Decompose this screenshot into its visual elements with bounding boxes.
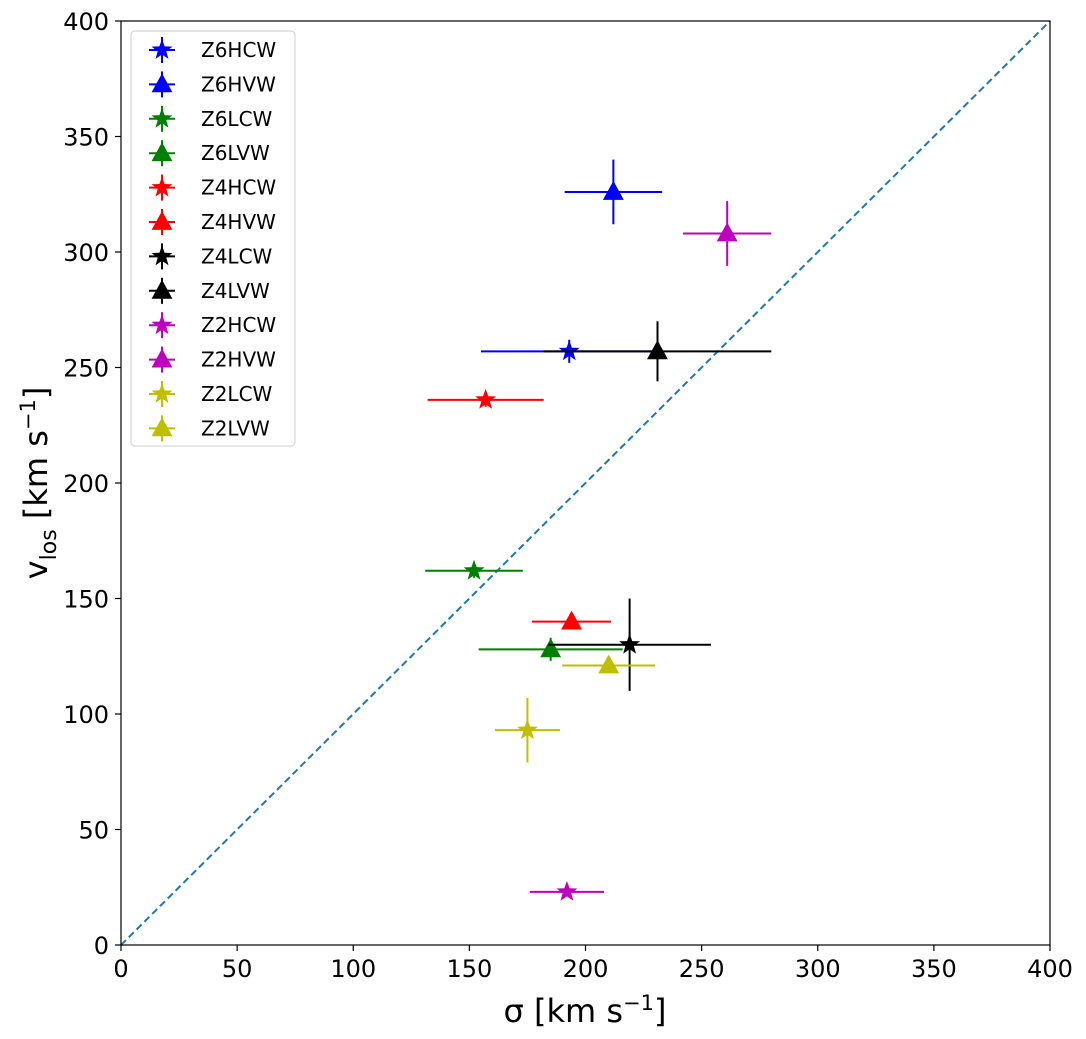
legend-entry-z2hcw: Z2HCW bbox=[149, 312, 276, 339]
series-z4lcw bbox=[548, 598, 711, 691]
point-z6lcw bbox=[463, 559, 485, 580]
x-tick-label: 250 bbox=[679, 955, 725, 983]
x-tick-label: 300 bbox=[795, 955, 841, 983]
y-tick-label: 0 bbox=[94, 932, 109, 960]
legend-label-z6lvw: Z6LVW bbox=[201, 141, 270, 165]
legend-entry-z4lcw: Z4LCW bbox=[149, 243, 273, 270]
legend-box bbox=[130, 30, 296, 447]
legend-entry-z6hvw: Z6HVW bbox=[149, 71, 276, 98]
series-layer bbox=[425, 159, 772, 901]
legend-label-z4lvw: Z4LVW bbox=[201, 279, 270, 303]
legend-entry-z2lcw: Z2LCW bbox=[149, 381, 273, 407]
y-axis-label-subscript: los bbox=[37, 529, 62, 560]
legend-entry-z4lvw: Z4LVW bbox=[149, 277, 270, 304]
y-axis-label: vlos [km s−1] bbox=[16, 387, 62, 580]
legend-label-z4hcw: Z4HCW bbox=[201, 176, 276, 200]
y-tick-label: 250 bbox=[63, 355, 109, 383]
legend-entry-z4hvw: Z4HVW bbox=[149, 209, 276, 235]
x-tick-label: 150 bbox=[446, 955, 492, 983]
legend-entry-z6hcw: Z6HCW bbox=[149, 37, 276, 63]
legend-marker-z6hvw bbox=[151, 73, 173, 93]
legend-marker-z6lcw bbox=[151, 107, 173, 128]
series-z4hcw bbox=[427, 388, 544, 409]
legend-label-z6lcw: Z6LCW bbox=[201, 107, 273, 131]
point-z4hvw bbox=[561, 610, 582, 630]
legend-marker-z2lcw bbox=[151, 383, 173, 403]
legend-entry-z6lcw: Z6LCW bbox=[149, 105, 273, 132]
x-tick-label: 350 bbox=[911, 955, 957, 983]
point-z2lvw bbox=[598, 654, 620, 674]
point-z2hvw bbox=[716, 222, 738, 242]
series-z4hvw bbox=[532, 610, 612, 630]
legend-label-z2lcw: Z2LCW bbox=[201, 382, 273, 406]
x-tick-label: 200 bbox=[563, 955, 609, 983]
y-tick-label: 100 bbox=[63, 701, 109, 729]
legend-label-z4lcw: Z4LCW bbox=[201, 244, 273, 268]
legend-label-z2hvw: Z2HVW bbox=[201, 348, 276, 372]
x-tick-label: 50 bbox=[222, 955, 253, 983]
series-z6hvw bbox=[564, 159, 663, 225]
y-tick-label: 200 bbox=[63, 470, 109, 498]
point-z6hcw bbox=[558, 340, 580, 361]
legend-marker-z2lvw bbox=[151, 417, 173, 437]
legend-marker-z2hvw bbox=[151, 348, 173, 368]
y-axis-label-units: [km s bbox=[17, 430, 55, 529]
y-tick-label: 300 bbox=[63, 239, 109, 267]
x-axis-label-exponent: −1 bbox=[623, 991, 654, 1015]
legend-entry-z2hvw: Z2HVW bbox=[149, 346, 276, 373]
y-tick-label: 400 bbox=[63, 8, 109, 36]
legend-entry-z4hcw: Z4HCW bbox=[149, 174, 276, 201]
legend: Z6HCW Z6HVW Z6LCW Z6LVW Z4HCW Z4HVW Z4LCW Z4LVW… bbox=[130, 30, 296, 447]
legend-marker-z2hcw bbox=[151, 314, 173, 335]
series-z6lvw bbox=[478, 637, 623, 661]
legend-marker-z6lvw bbox=[151, 142, 173, 162]
x-axis-label: σ [km s−1] bbox=[504, 991, 667, 1030]
legend-label-z6hcw: Z6HCW bbox=[201, 38, 276, 62]
x-tick-label: 400 bbox=[1027, 955, 1073, 983]
x-axis-label-close: ] bbox=[654, 992, 666, 1030]
legend-label-z4hvw: Z4HVW bbox=[201, 210, 276, 234]
point-z6lvw bbox=[540, 638, 562, 658]
legend-marker-z4lcw bbox=[151, 245, 173, 266]
series-z2hvw bbox=[683, 201, 772, 266]
series-z2lvw bbox=[562, 654, 656, 674]
axis-ticks: 0 50 100 150 200 250 300 350 400 0 50 100 150 200 250 3… bbox=[63, 8, 1073, 983]
point-z6hvw bbox=[602, 180, 624, 200]
legend-marker-z6hcw bbox=[151, 39, 173, 59]
legend-label-z6hvw: Z6HVW bbox=[201, 72, 276, 96]
series-z2lcw bbox=[494, 697, 560, 763]
point-z4lvw bbox=[647, 340, 668, 360]
series-z2hcw bbox=[529, 880, 605, 901]
point-z2lcw bbox=[517, 719, 538, 740]
legend-label-z2hcw: Z2HCW bbox=[201, 313, 276, 337]
one-to-one-reference-line bbox=[120, 20, 1051, 946]
point-z4lcw bbox=[619, 633, 641, 654]
point-z2hcw bbox=[556, 880, 578, 901]
y-tick-label: 50 bbox=[78, 817, 109, 845]
legend-entry-z6lvw: Z6LVW bbox=[149, 140, 270, 167]
legend-entry-z2lvw: Z2LVW bbox=[149, 415, 270, 442]
y-axis-label-close: ] bbox=[17, 387, 55, 399]
series-z4lvw bbox=[543, 321, 772, 382]
point-z4hcw bbox=[475, 388, 497, 409]
legend-marker-z4hvw bbox=[151, 211, 173, 230]
legend-marker-z4hcw bbox=[151, 176, 173, 197]
y-tick-label: 350 bbox=[63, 124, 109, 152]
y-axis-label-main: v bbox=[17, 560, 55, 579]
y-tick-label: 150 bbox=[63, 586, 109, 614]
x-tick-label: 100 bbox=[330, 955, 376, 983]
legend-label-z2lvw: Z2LVW bbox=[201, 416, 270, 440]
x-tick-label: 0 bbox=[113, 955, 128, 983]
legend-marker-z4lvw bbox=[151, 279, 173, 299]
series-z6lcw bbox=[425, 559, 523, 580]
y-axis-label-exponent: −1 bbox=[16, 399, 40, 430]
x-axis-label-main: σ [km s bbox=[504, 992, 623, 1030]
